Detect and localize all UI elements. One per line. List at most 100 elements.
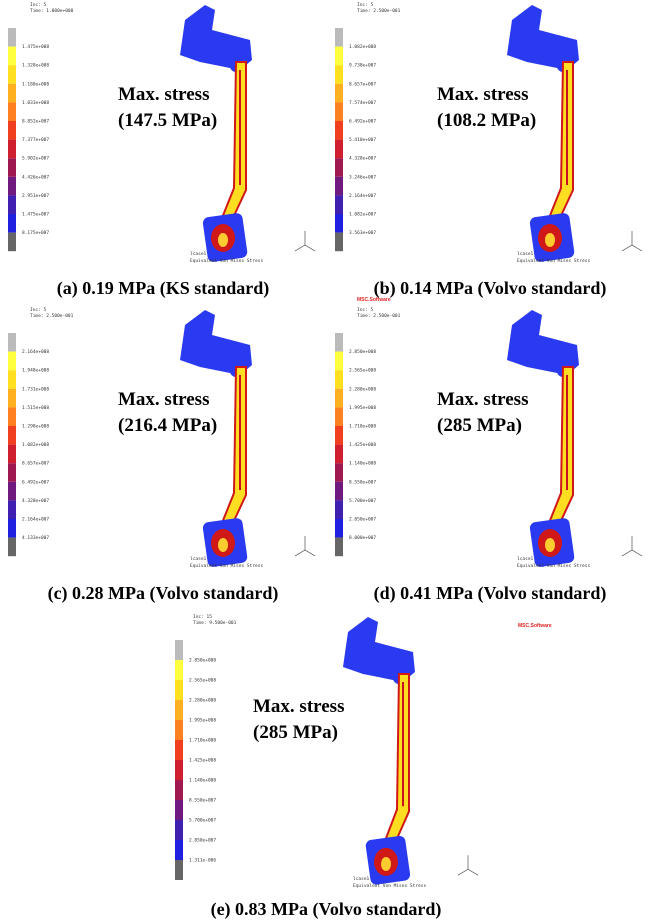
legend-swatch [8,519,16,538]
legend-label: 1.710e+008 [189,738,216,744]
legend-swatch [335,65,343,84]
inc-label: Inc: 5 [357,2,374,8]
result-label: Equivalent Von Mises Stress [517,563,590,569]
legend-swatch [8,83,16,103]
legend-swatch [175,760,183,780]
result-label: Equivalent Von Mises Stress [353,883,426,889]
legend-end [175,860,183,880]
axis-triad [631,549,643,557]
legend-swatch [8,388,16,408]
arm [220,366,247,527]
annotation: Max. stress [437,389,528,410]
legend-swatch [175,680,183,700]
legend-end [8,537,16,557]
pad-core [218,538,228,552]
legend-end [175,640,183,660]
legend-end [8,28,16,47]
legend-label: 9.738e+007 [349,63,376,69]
legend-label: 1.180e+008 [22,81,49,87]
caption: (d) 0.41 MPa (Volvo standard) [374,583,607,604]
legend-label: 7.574e+007 [349,100,376,106]
lcase-label: lcase1 [190,251,207,257]
legend-swatch [335,407,343,426]
legend-label: 6.492e+007 [22,479,49,485]
pad-core [381,857,391,871]
legend-swatch [8,121,16,140]
axis-triad [294,549,306,557]
legend-label: 8.550e+007 [349,479,376,485]
legend-swatch [335,102,343,121]
legend-label: 2.850e+007 [189,838,216,844]
time-label: Time: 1.000e+000 [30,8,74,14]
legend-label: 1.995e+008 [189,718,216,724]
legend-label: 3.563e+007 [349,230,376,236]
legend-swatch [175,700,183,720]
legend-swatch [8,463,16,482]
arm [547,61,574,222]
time-label: Time: 2.500e-001 [357,8,401,14]
legend-swatch [335,83,343,103]
lcase-label: lcase1 [517,556,534,562]
legend-swatch [335,426,343,445]
legend-label: 1.425e+008 [349,442,376,448]
legend-label: 5.700e+007 [189,818,216,824]
legend-swatch [335,139,343,159]
axis-triad [304,244,316,252]
legend-swatch [335,214,343,233]
axis-triad [294,244,306,252]
legend-swatch [335,121,343,140]
legend-swatch [8,426,16,445]
lcase-label: lcase1 [517,251,534,257]
legend-swatch [175,740,183,760]
legend-swatch [335,370,343,389]
legend-swatch [335,46,343,66]
legend-swatch [175,660,183,680]
legend-swatch [335,481,343,501]
axis-triad [621,549,633,557]
legend-end [8,333,16,352]
legend-swatch [335,500,343,519]
arm [220,61,247,222]
legend-swatch [335,176,343,196]
legend-label: 1.475e+007 [22,212,49,218]
legend-label: 8.657e+007 [22,461,49,467]
legend-swatch [8,351,16,371]
legend-label: 1.140e+008 [189,778,216,784]
legend-label: 6.492e+007 [349,119,376,125]
caption: (c) 0.28 MPa (Volvo standard) [48,583,279,604]
legend-label: 2.280e+008 [189,698,216,704]
legend-label: 2.565e+008 [349,368,376,374]
inc-label: Inc: 15 [193,614,212,620]
pad-core [545,233,555,247]
logo: MSC.Software [518,623,552,629]
legend-swatch [8,481,16,501]
legend-label: 5.410e+007 [349,137,376,143]
legend-label: 1.328e+008 [22,63,49,69]
legend-label: 5.700e+007 [349,498,376,504]
annotation: (216.4 MPa) [118,415,217,436]
inc-label: Inc: 5 [357,307,374,313]
legend-end [335,537,343,557]
inc-label: Inc: 5 [30,307,47,313]
legend-swatch [8,46,16,66]
inc-label: Inc: 5 [30,2,47,8]
time-label: Time: 9.500e-001 [193,620,237,626]
legend-swatch [175,800,183,820]
legend-label: 2.164e+007 [22,517,49,523]
caption: (b) 0.14 MPa (Volvo standard) [374,278,607,299]
legend-swatch [8,195,16,214]
legend-end [8,232,16,252]
legend-end [335,333,343,352]
legend-swatch [175,840,183,860]
legend-label: 2.850e+007 [349,517,376,523]
legend-swatch [175,820,183,840]
legend-label: 1.311e-006 [189,858,216,864]
legend-label: 8.550e+007 [189,798,216,804]
legend-swatch [335,519,343,538]
legend-label: 1.033e+008 [22,100,49,106]
legend-swatch [175,720,183,740]
